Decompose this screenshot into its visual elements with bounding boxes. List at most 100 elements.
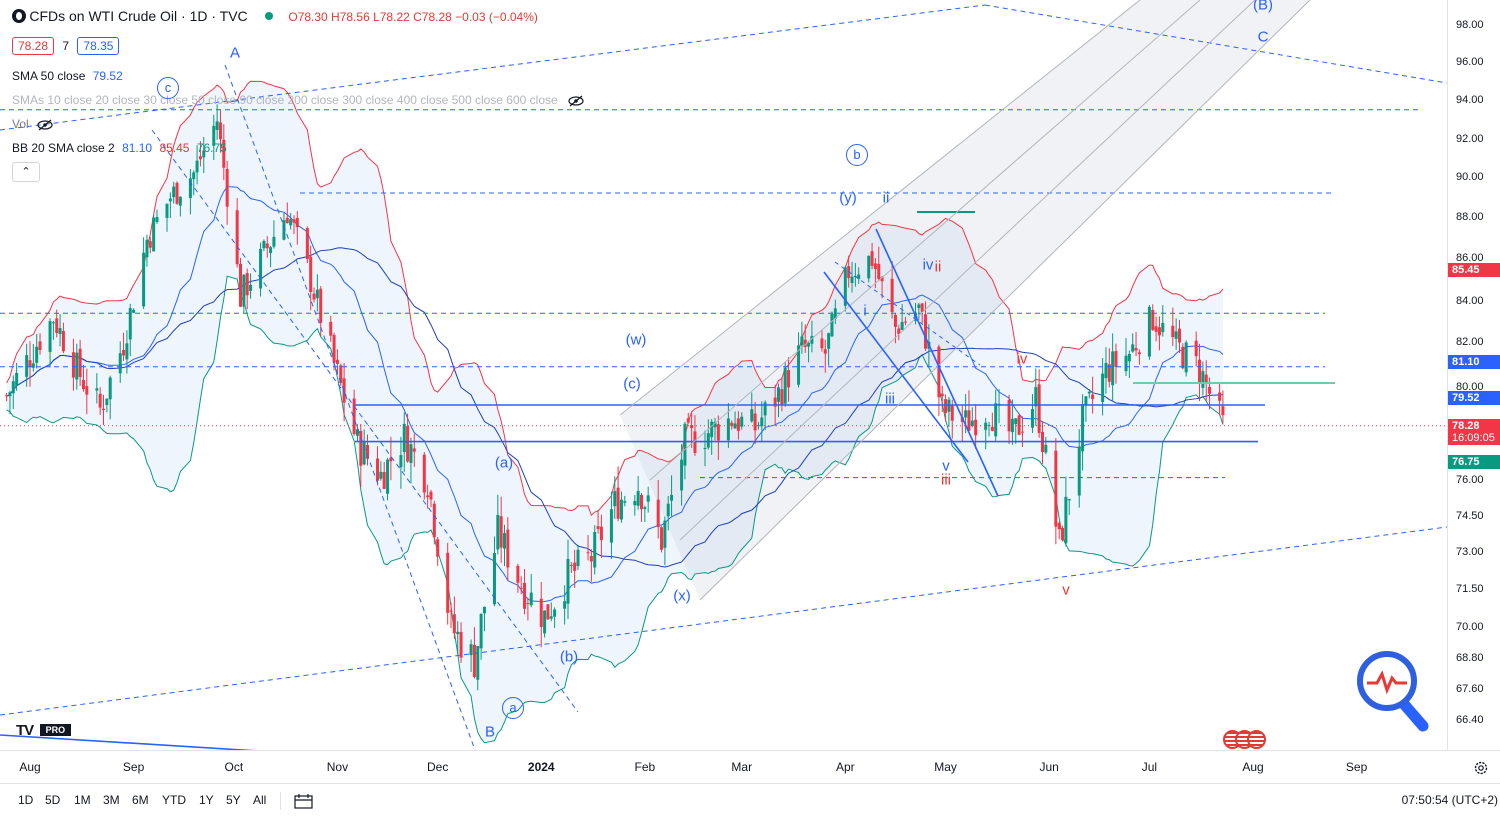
candle-body	[850, 276, 854, 284]
candle-body	[710, 421, 714, 438]
candle-body	[1124, 355, 1128, 372]
sma50-legend[interactable]: SMA 50 close 79.52	[12, 69, 123, 83]
candle-body	[787, 370, 791, 388]
hidden-eye-icon[interactable]	[567, 95, 585, 107]
spread-value: 7	[62, 39, 70, 53]
candle-body	[222, 139, 226, 168]
candle	[242, 274, 246, 314]
candle-body	[235, 210, 239, 265]
wave-label-C: C	[1257, 28, 1269, 46]
ask-price[interactable]: 78.35	[77, 37, 120, 55]
candle-body	[125, 343, 129, 360]
price-tick-label: 80.00	[1456, 381, 1484, 393]
candle	[656, 479, 660, 539]
candle-body	[549, 616, 553, 619]
price-tick-label: 96.00	[1456, 56, 1484, 68]
candle	[292, 215, 296, 235]
candle-body	[202, 150, 206, 158]
candle-body	[633, 501, 637, 506]
smas-legend[interactable]: SMAs 10 close 20 close 30 close 50 close…	[12, 93, 585, 107]
bid-ask-row: 78.28 7 78.35	[12, 37, 120, 55]
candle	[212, 114, 216, 161]
range-5d-button[interactable]: 5D	[45, 793, 61, 807]
candle	[329, 315, 333, 342]
price-tick-label: 67.60	[1456, 683, 1484, 695]
candle-body	[55, 318, 59, 334]
candle-body	[990, 426, 994, 431]
candle-body	[780, 389, 784, 405]
time-axis[interactable]: Aug Sep Oct Nov Dec 2024 Feb Mar Apr May Jun Jul Aug…	[0, 750, 1500, 783]
utc-clock[interactable]: 07:50:54 (UTC+2)	[1401, 793, 1498, 807]
pitchfork-line	[679, 0, 1256, 541]
range-all-button[interactable]: All	[253, 793, 267, 807]
bb-legend[interactable]: BB 20 SMA close 2 81.10 85.45 76.75	[12, 141, 227, 155]
candle-body	[827, 333, 831, 349]
bid-price[interactable]: 78.28	[12, 37, 55, 55]
candle	[1104, 347, 1108, 394]
candle-body	[987, 424, 991, 426]
price-tick-label: 90.00	[1456, 171, 1484, 183]
candle	[609, 491, 613, 559]
time-tick-label: Sep	[1345, 760, 1368, 774]
candle-body	[1061, 528, 1065, 541]
economic-events-icons[interactable]	[1223, 730, 1266, 750]
candle	[335, 349, 339, 375]
tradingview-logo[interactable]: TV PRO	[16, 722, 72, 739]
candle-body	[1171, 325, 1175, 338]
chart-area[interactable]: CFDs on WTI Crude Oil · 1D · TVC O78.30 …	[0, 0, 1447, 750]
candle-body	[843, 267, 847, 306]
candle	[95, 373, 99, 404]
candle	[870, 242, 874, 270]
range-6m-button[interactable]: 6M	[132, 793, 149, 807]
candle-body	[730, 422, 734, 426]
calendar-range-icon[interactable]	[294, 793, 314, 809]
candle	[71, 338, 75, 391]
collapse-legend-button[interactable]: ⌃	[12, 162, 40, 182]
candle	[506, 517, 510, 581]
candle-body	[122, 349, 126, 356]
candle-body	[773, 397, 777, 407]
candle-body	[476, 645, 480, 680]
candle-body	[900, 321, 904, 330]
chart-canvas[interactable]	[0, 0, 1447, 750]
candle-body	[319, 288, 323, 323]
candle-body	[893, 314, 897, 327]
candle-body	[516, 565, 520, 583]
candle-body	[35, 346, 39, 363]
candle	[1057, 521, 1061, 540]
candle-body	[686, 418, 690, 423]
candle-body	[663, 520, 667, 548]
candle	[666, 496, 670, 531]
candle	[1184, 340, 1188, 377]
candle-body	[1077, 446, 1081, 496]
candle	[102, 394, 106, 426]
candle-body	[797, 345, 801, 385]
price-axis[interactable]: 98.00 96.00 94.00 92.00 90.00 88.00 86.00 84.00…	[1447, 0, 1500, 750]
hidden-eye-icon[interactable]	[36, 119, 54, 131]
candle-body	[412, 448, 416, 452]
price-tick-label: 68.80	[1456, 652, 1484, 664]
range-5y-button[interactable]: 5Y	[226, 793, 241, 807]
candle-body	[519, 587, 523, 589]
vol-legend[interactable]: Vol	[12, 117, 54, 131]
candle-body	[680, 459, 684, 491]
candle-body	[312, 293, 316, 300]
candle	[482, 606, 486, 632]
us-flag-icon[interactable]	[1247, 730, 1266, 749]
candle	[1037, 369, 1041, 438]
range-1y-button[interactable]: 1Y	[199, 793, 214, 807]
range-3m-button[interactable]: 3M	[103, 793, 120, 807]
candle-body	[523, 582, 527, 609]
range-ytd-button[interactable]: YTD	[162, 793, 186, 807]
candle-body	[469, 644, 473, 656]
candle	[940, 385, 944, 413]
trendline-upper	[0, 4, 986, 131]
symbol-title[interactable]: CFDs on WTI Crude Oil · 1D · TVC	[29, 8, 248, 24]
range-1d-button[interactable]: 1D	[18, 793, 34, 807]
range-1m-button[interactable]: 1M	[74, 793, 91, 807]
candle-body	[1111, 351, 1115, 386]
candle-body	[877, 263, 881, 280]
candle-body	[239, 263, 243, 307]
candle	[399, 436, 403, 489]
settings-gear-icon[interactable]	[1473, 760, 1489, 776]
